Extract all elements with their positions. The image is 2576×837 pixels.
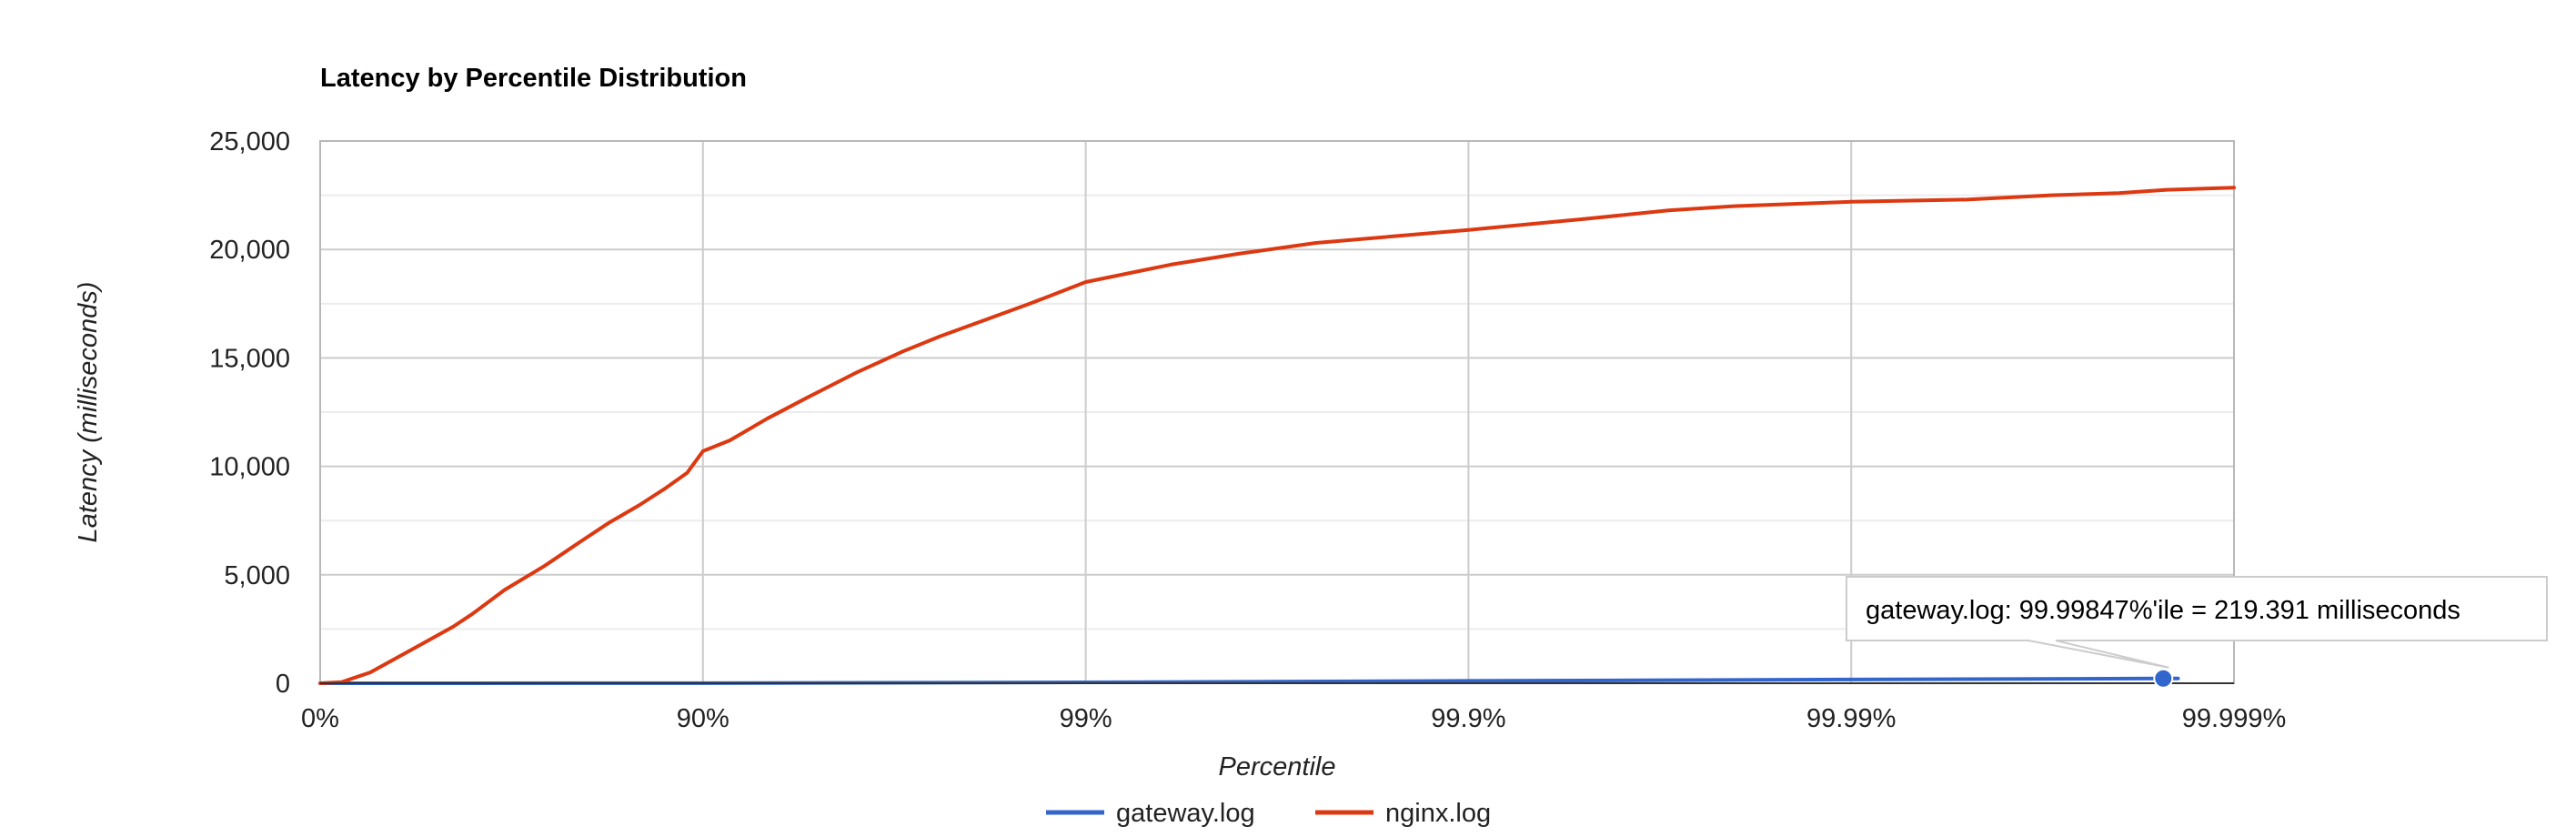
y-tick-label: 25,000 xyxy=(209,127,290,156)
x-tick-label: 90% xyxy=(677,704,730,733)
y-tick-label: 15,000 xyxy=(209,344,290,373)
x-tick-label: 99% xyxy=(1060,704,1112,733)
x-axis-ticks: 0% 90% 99% 99.9% 99.99% 99.999% xyxy=(301,704,2286,733)
y-tick-label: 20,000 xyxy=(209,236,290,265)
series-line-nginx-log xyxy=(318,186,2236,685)
x-tick-label: 99.99% xyxy=(1806,704,1896,733)
legend-label: gateway.log xyxy=(1116,799,1255,828)
y-tick-label: 0 xyxy=(276,670,290,699)
x-axis-label: Percentile xyxy=(1219,752,1336,782)
y-tick-label: 5,000 xyxy=(224,561,290,590)
x-tick-label: 99.9% xyxy=(1431,704,1505,733)
y-axis-label: Latency (milliseconds) xyxy=(74,282,103,543)
chart-title: Latency by Percentile Distribution xyxy=(320,64,747,93)
y-axis-ticks: 0 5,000 10,000 15,000 20,000 25,000 xyxy=(209,127,290,699)
tooltip-box xyxy=(1846,576,2548,669)
y-tick-label: 10,000 xyxy=(209,453,290,482)
highlighted-point xyxy=(2153,668,2174,689)
legend-label: nginx.log xyxy=(1385,799,1491,828)
legend: gateway.log nginx.log xyxy=(1046,799,1491,828)
x-tick-label: 0% xyxy=(301,704,339,733)
x-tick-label: 99.999% xyxy=(2182,704,2287,733)
tooltip: gateway.log: 99.99847%'ile = 219.391 mil… xyxy=(1846,576,2548,689)
tooltip-text: gateway.log: 99.99847%'ile = 219.391 mil… xyxy=(1866,596,2460,625)
